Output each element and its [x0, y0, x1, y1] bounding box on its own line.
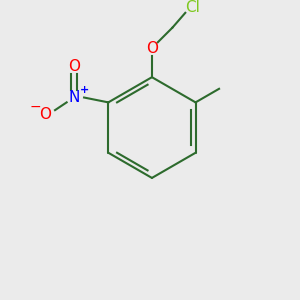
Text: O: O — [39, 107, 51, 122]
Text: O: O — [68, 59, 80, 74]
Text: N: N — [69, 90, 80, 105]
Text: O: O — [146, 40, 158, 56]
Text: Cl: Cl — [186, 0, 200, 14]
Text: +: + — [80, 85, 89, 95]
Text: −: − — [30, 100, 41, 114]
